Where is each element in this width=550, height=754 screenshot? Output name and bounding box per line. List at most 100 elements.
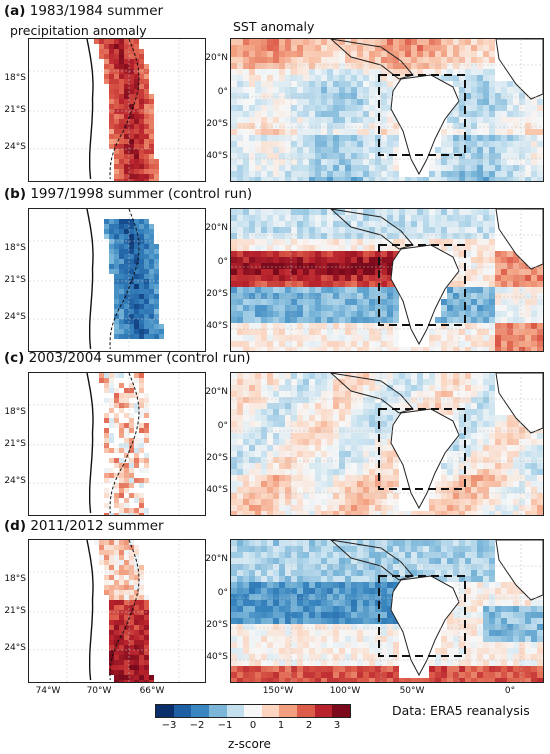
sst-lat-tick: 20°N [205, 223, 228, 233]
row-b-title: (b) 1997/1998 summer (control run) [4, 186, 252, 202]
sst-lat-tick: 0° [217, 257, 228, 267]
coastline [86, 209, 94, 350]
sst-gridlines [231, 209, 543, 351]
precip-lat-tick: 21°S [4, 275, 26, 285]
sst-lat-tick: 20°N [205, 387, 228, 397]
colorbar-segment [332, 705, 351, 717]
colorbar-segment [226, 705, 245, 717]
colorbar [155, 704, 351, 718]
precip-anomaly-cells [94, 540, 154, 682]
precip-lat-tick: 24°S [4, 643, 26, 653]
colorbar-segment [261, 705, 280, 717]
precip-lat-tick: 18°S [4, 73, 26, 83]
north-america-outline [330, 39, 414, 80]
sst-lon-tick: 100°W [329, 686, 361, 696]
sst-lon-tick: 50°W [399, 686, 425, 696]
precip-lon-tick: 74°W [35, 686, 61, 696]
sst-gridlines [231, 373, 543, 515]
precip-lon-tick: 70°W [86, 686, 112, 696]
colorbar-tick-label: 3 [333, 720, 341, 731]
colorbar-tick-label: 0 [249, 720, 257, 731]
study-region-box [378, 575, 466, 657]
sst-map-a [230, 38, 544, 182]
colorbar-tick-label: 1 [277, 720, 285, 731]
row-b-letter: (b) [4, 186, 27, 202]
sst-lat-tick: 20°S [206, 289, 228, 299]
sst-lat-tick: 0° [217, 87, 228, 97]
precip-gridlines [29, 39, 205, 181]
africa-outline [495, 209, 543, 270]
study-region-box [378, 244, 466, 326]
sst-anomaly-cells [231, 39, 543, 181]
precip-map-b [28, 208, 206, 352]
precip-map-d [28, 539, 206, 683]
north-america-outline [330, 540, 414, 581]
sst-lon-tick: 0° [504, 686, 516, 696]
sst-lat-tick: 20°S [206, 453, 228, 463]
sst-lat-tick: 40°S [206, 151, 228, 161]
sst-map-d [230, 539, 544, 683]
row-d-letter: (d) [4, 518, 27, 534]
precip-lat-tick: 24°S [4, 476, 26, 486]
sst-lat-tick: 0° [217, 421, 228, 431]
data-credit: Data: ERA5 reanalysis [392, 703, 530, 718]
study-region-box [378, 408, 466, 490]
precip-lat-tick: 18°S [4, 407, 26, 417]
precip-lat-tick: 21°S [4, 439, 26, 449]
precip-lat-tick: 24°S [4, 142, 26, 152]
row-a-letter: (a) [4, 3, 26, 19]
precip-map-a [28, 38, 206, 182]
coastline [86, 540, 94, 681]
row-c-letter: (c) [4, 350, 25, 366]
sst-lat-tick: 0° [217, 588, 228, 598]
row-c-title-text: 2003/2004 summer (control run) [28, 350, 251, 366]
colorbar-segment [191, 705, 209, 717]
sst-column-title: SST anomaly [233, 19, 315, 34]
row-a-subtitle: precipitation anomaly [10, 23, 147, 38]
colorbar-segment [314, 705, 333, 717]
colorbar-segment [244, 705, 262, 717]
sst-lat-tick: 20°S [206, 119, 228, 129]
precip-anomaly-cells [94, 39, 159, 181]
precip-anomaly-cells [104, 219, 164, 339]
precip-lon-tick: 66°W [139, 686, 165, 696]
precip-lat-tick: 18°S [4, 243, 26, 253]
coastline [86, 39, 94, 180]
africa-outline [495, 540, 543, 601]
sst-lat-tick: 20°S [206, 620, 228, 630]
sst-gridlines [231, 39, 543, 181]
sst-lat-tick: 20°N [205, 554, 228, 564]
country-border [109, 540, 140, 681]
colorbar-tick-label: −3 [161, 720, 177, 731]
precip-lat-tick: 24°S [4, 312, 26, 322]
colorbar-segment [279, 705, 298, 717]
colorbar-tick-label: −2 [189, 720, 205, 731]
sst-lat-tick: 40°S [206, 321, 228, 331]
precip-lat-tick: 21°S [4, 606, 26, 616]
sst-map-b [230, 208, 544, 352]
precip-lat-tick: 18°S [4, 574, 26, 584]
country-border [109, 209, 140, 350]
study-region-box [378, 74, 466, 156]
colorbar-segment [208, 705, 227, 717]
colorbar-segment [156, 705, 174, 717]
precip-lat-tick: 21°S [4, 105, 26, 115]
row-a-title-text: 1983/1984 summer [29, 3, 164, 19]
colorbar-tick-label: −1 [217, 720, 233, 731]
precip-gridlines [29, 373, 205, 515]
colorbar-segment [173, 705, 192, 717]
africa-outline [495, 39, 543, 100]
colorbar-label: z-score [228, 737, 271, 751]
africa-outline [495, 373, 543, 434]
row-d-title: (d) 2011/2012 summer [4, 518, 164, 534]
row-d-title-text: 2011/2012 summer [30, 518, 164, 534]
north-america-outline [330, 209, 414, 250]
row-b-title-text: 1997/1998 summer (control run) [30, 186, 253, 202]
precip-gridlines [29, 209, 205, 351]
sst-lat-tick: 40°S [206, 485, 228, 495]
precip-gridlines [29, 540, 205, 682]
sst-lon-tick: 150°W [262, 686, 294, 696]
row-a-title: (a) 1983/1984 summer [4, 3, 163, 19]
colorbar-segment [297, 705, 315, 717]
sst-map-c [230, 372, 544, 516]
